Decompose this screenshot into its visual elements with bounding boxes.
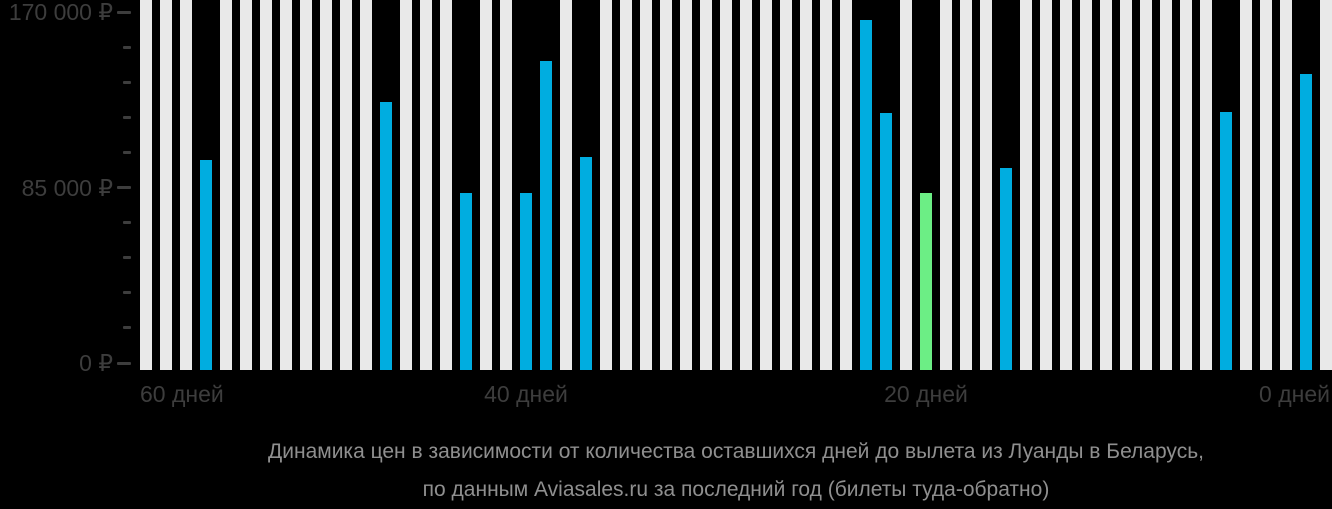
y-axis-label: 0 ₽ [79,350,113,376]
bar-price-day-5[interactable] [1220,112,1232,370]
bar-no-data-day-8 [1160,0,1172,370]
bar-price-day-43[interactable] [460,193,472,370]
y-major-tick [117,361,131,365]
bar-no-data-day-19 [940,0,952,370]
bar-no-data-day-50 [320,0,332,370]
bar-price-day-47[interactable] [380,102,392,370]
bar-no-data-day-26 [800,0,812,370]
bar-no-data-day-58 [160,0,172,370]
bar-no-data-day-54 [240,0,252,370]
y-minor-tick [123,256,131,260]
bar-no-data-day-29 [740,0,752,370]
y-axis-label: 85 000 ₽ [21,175,113,201]
bar-no-data-day-21 [900,0,912,370]
bar-price-day-16[interactable] [1000,168,1012,370]
y-axis-label: 170 000 ₽ [8,0,113,25]
y-minor-tick [123,291,131,295]
bar-no-data-day-0 [1320,0,1332,370]
bar-no-data-day-25 [820,0,832,370]
bar-no-data-day-11 [1100,0,1112,370]
bar-no-data-day-3 [1260,0,1272,370]
bar-no-data-day-7 [1180,0,1192,370]
bar-price-day-39[interactable] [540,61,552,370]
y-minor-tick [123,221,131,225]
bar-no-data-day-44 [440,0,452,370]
bar-no-data-day-38 [560,0,572,370]
y-minor-tick [123,151,131,154]
bar-no-data-day-35 [620,0,632,370]
bar-no-data-day-2 [1280,0,1292,370]
bar-price-day-22[interactable] [880,113,892,370]
x-axis-label-40-days: 40 дней [484,381,568,407]
y-minor-tick [123,80,131,84]
bar-no-data-day-45 [420,0,432,370]
y-major-tick [117,10,131,14]
bar-no-data-day-28 [760,0,772,370]
x-axis-label-20-days: 20 дней [884,381,968,407]
bar-no-data-day-13 [1060,0,1072,370]
bar-no-data-day-31 [700,0,712,370]
bar-no-data-day-59 [140,0,152,370]
bar-no-data-day-46 [400,0,412,370]
x-axis-label-60-days: 60 дней [140,381,224,407]
bar-price-day-37[interactable] [580,157,592,370]
chart-title: Динамика цен в зависимости от количества… [268,440,1204,463]
chart-subtitle: по данным Aviasales.ru за последний год … [422,478,1050,501]
bar-no-data-day-17 [980,0,992,370]
bar-no-data-day-18 [960,0,972,370]
bar-no-data-day-49 [340,0,352,370]
bar-no-data-day-42 [480,0,492,370]
bar-no-data-day-14 [1040,0,1052,370]
y-major-tick [117,186,131,190]
y-minor-tick [123,115,131,119]
bar-no-data-day-41 [500,0,512,370]
bar-no-data-day-9 [1140,0,1152,370]
bar-no-data-day-24 [840,0,852,370]
bar-no-data-day-32 [680,0,692,370]
bar-no-data-day-33 [660,0,672,370]
chart-caption: Динамика цен в зависимости от количества… [140,433,1332,509]
y-minor-tick [123,326,131,330]
bar-no-data-day-57 [180,0,192,370]
bar-no-data-day-48 [360,0,372,370]
bar-price-day-56[interactable] [200,160,212,370]
bar-no-data-day-4 [1240,0,1252,370]
bar-no-data-day-10 [1120,0,1132,370]
bar-no-data-day-52 [280,0,292,370]
bar-no-data-day-53 [260,0,272,370]
bar-no-data-day-6 [1200,0,1212,370]
bar-no-data-day-34 [640,0,652,370]
bar-price-day-1[interactable] [1300,74,1312,370]
bar-min-price-day-20[interactable] [920,193,932,370]
x-axis-label-0-days: 0 дней [1259,381,1330,407]
bar-no-data-day-36 [600,0,612,370]
bar-price-day-40[interactable] [520,193,532,370]
bar-no-data-day-27 [780,0,792,370]
y-minor-tick [123,45,131,49]
bar-no-data-day-30 [720,0,732,370]
bar-no-data-day-51 [300,0,312,370]
bar-no-data-day-55 [220,0,232,370]
bar-no-data-day-15 [1020,0,1032,370]
bar-price-day-23[interactable] [860,20,872,370]
bar-no-data-day-12 [1080,0,1092,370]
